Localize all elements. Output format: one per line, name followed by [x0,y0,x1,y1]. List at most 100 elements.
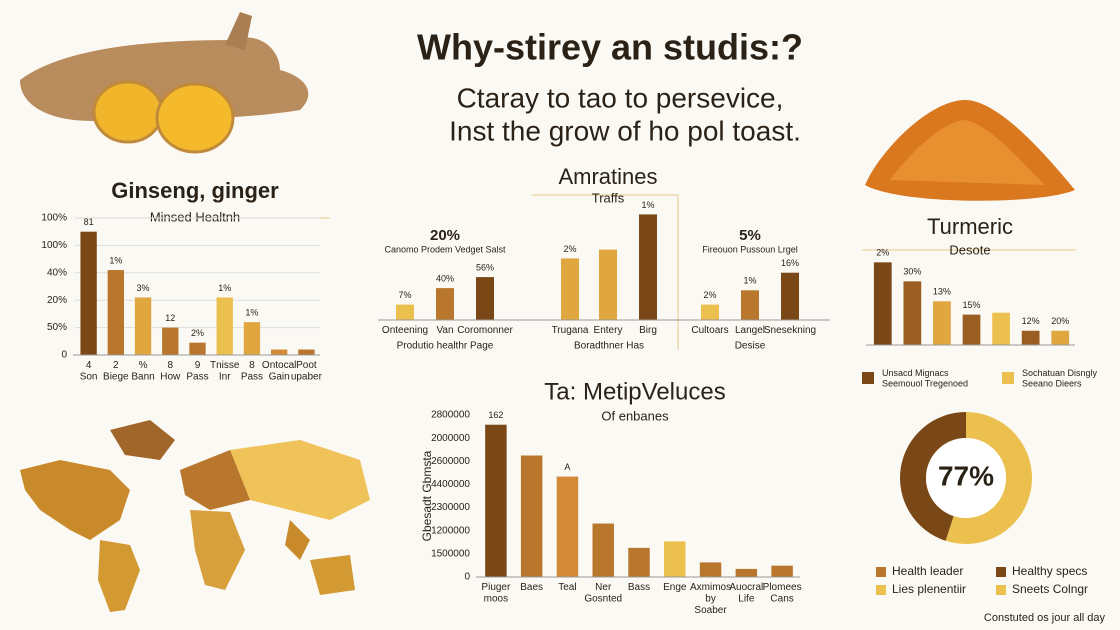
bar-label: 7% [398,290,411,300]
footer: Constuted os jour all day [984,612,1106,624]
group-label: Fireouon Pussoun Lrgel [702,244,798,254]
bar [107,270,124,355]
bar [873,262,892,345]
title: Why-stirey an studis:? [417,27,803,68]
x-tick-label: Poot upaber [291,360,323,383]
bar [271,349,288,355]
y-tick-label: 1200000 [431,525,470,536]
x-tick-label: Axmimos by Soaber [690,582,731,616]
bar-label: 1% [245,307,258,317]
x-tick-label: Tnisse Inr [210,360,240,383]
bar-label: 1% [743,276,756,286]
x-tick-label: Snesekning [764,325,816,336]
bar-label: 2% [191,328,204,338]
legend-swatch [876,567,886,577]
group-headline: 5% [739,227,761,244]
bar-label: 2% [563,244,576,254]
bar-label: 30% [903,267,921,277]
y-tick-label: 40% [47,267,67,278]
legend-label: Healthy specs [1012,564,1087,578]
bar [436,288,454,320]
bar [476,277,494,320]
bar [485,424,507,577]
x-tick-label: Ner Gosnted [584,582,622,605]
legend-swatch [862,372,874,384]
x-tick-label: Langel [735,325,765,336]
bar [556,476,579,577]
x-tick-label: 2 Biege [103,360,129,383]
x-tick-label: 4 Son [80,360,98,383]
y-tick-label: 2300000 [431,502,470,513]
bar-label: 13% [933,287,951,297]
legend-label: Lies plenentiir [892,582,966,596]
x-tick-label: Onteening [382,325,428,336]
chart-subtitle: Of enbanes [601,408,669,423]
legend-swatch [1002,372,1014,384]
x-tick-label: 8 Pass [241,360,263,383]
chart-subtitle: Minsed Healtnh [150,209,240,224]
y-tick-label: 2800000 [431,410,470,421]
bar [298,349,315,355]
x-tick-label: Teal [558,582,576,593]
bar-label: 2% [876,248,889,258]
bar [701,304,719,320]
chart-title: Amratines [558,164,657,189]
frame [532,194,679,350]
bar [628,547,650,577]
bar [735,568,758,577]
bar [396,304,414,320]
bar [592,523,614,577]
chart-title: Ginseng, ginger [111,178,279,203]
turmeric-powder-image [865,100,1075,201]
x-tick-label: Cultoars [691,325,728,336]
donut-segment [900,412,966,541]
ginger-image [20,12,309,154]
x-tick-label: Plomees Cans [763,582,802,605]
y-tick-label: 0 [61,350,67,361]
group-caption: Boradthner Has [574,341,644,352]
bar [992,312,1010,345]
group-headline: 20% [430,227,460,244]
bar [162,327,179,355]
y-tick-label: 2000000 [431,433,470,444]
x-tick-label: Bass [628,582,650,593]
legend-swatch [876,585,886,595]
bar [599,249,617,320]
chart-subtitle: Traffs [592,190,625,205]
legend-label: Unsacd Mignacs Seemouol Tregenoed [882,368,968,388]
x-tick-label: 8 How [160,360,181,383]
bar-label: 12% [1022,316,1040,326]
bar [1051,330,1070,345]
bar [80,231,97,355]
x-tick-label: Enge [663,582,687,593]
x-tick-label: Piuger moos [481,582,511,605]
legend-swatch [996,567,1006,577]
bar [962,314,981,345]
y-tick-label: 2600000 [431,456,470,467]
legend-label: Health leader [892,564,963,578]
bar [664,541,686,577]
y-tick-label: 50% [47,322,67,333]
y-tick-label: 100% [41,240,67,251]
bar [561,258,579,320]
bar-label: 1% [641,200,654,210]
bar-label: 12 [165,313,175,323]
x-tick-label: Coromonner [457,325,513,336]
bar-label: 162 [488,410,503,420]
y-tick-label: 100% [41,213,67,224]
bar-label: 15% [962,300,980,310]
bar-label: 3% [137,283,150,293]
x-tick-label: Birg [639,325,657,336]
x-tick-label: Ontocal Gain [262,360,296,383]
chart-subtitle: Desote [949,242,990,257]
y-tick-label: 1500000 [431,548,470,559]
bar [639,214,657,320]
bar-label: 16% [781,258,799,268]
bar [741,290,759,320]
donut-center-label: 77% [938,460,994,491]
legend-label: Sochatuan Disngly Seeano Dieers [1022,368,1098,388]
x-tick-label: 9 Pass [186,360,208,383]
bar [699,562,722,577]
bar-label: A [564,462,570,472]
